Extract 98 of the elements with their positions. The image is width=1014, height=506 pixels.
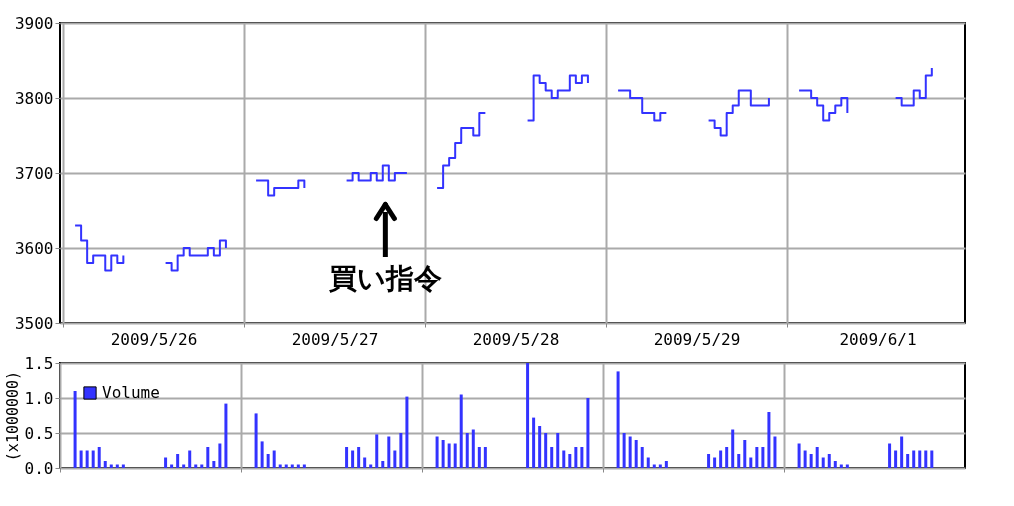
- bar: [749, 457, 753, 468]
- bar: [707, 454, 711, 468]
- bar: [586, 398, 590, 468]
- bar: [405, 396, 409, 468]
- x-tick-label: 2009/6/1: [839, 329, 917, 349]
- bar: [103, 461, 107, 468]
- bar: [399, 433, 403, 468]
- bar: [85, 450, 89, 468]
- bar: [930, 450, 934, 468]
- y-tick-label: 1.5: [24, 353, 54, 373]
- bar: [664, 461, 668, 468]
- bar: [767, 412, 771, 468]
- bar: [218, 443, 222, 468]
- bar: [918, 450, 922, 468]
- bar: [453, 443, 457, 468]
- x-tick-label: 2009/5/26: [110, 329, 198, 349]
- bar: [725, 447, 729, 468]
- bar: [471, 429, 475, 468]
- bar: [912, 450, 916, 468]
- bar: [827, 454, 831, 468]
- bar: [459, 394, 463, 468]
- bar: [224, 403, 228, 468]
- bar: [900, 436, 904, 468]
- bar: [634, 440, 638, 468]
- bar: [447, 443, 451, 468]
- bar: [562, 450, 566, 468]
- bar: [526, 363, 530, 468]
- bar: [393, 450, 397, 468]
- bar: [731, 429, 735, 468]
- bar: [544, 433, 548, 468]
- y-tick-label: 1.0: [24, 388, 54, 408]
- bar: [894, 450, 898, 468]
- y-tick-label: 3800: [14, 88, 54, 108]
- bar: [833, 461, 837, 468]
- bar: [580, 447, 584, 468]
- y-tick-label: 0.0: [24, 458, 54, 478]
- bar: [719, 450, 723, 468]
- bar: [477, 447, 481, 468]
- y-tick-label: 3500: [14, 313, 54, 333]
- bar: [381, 461, 385, 468]
- bar: [532, 417, 536, 468]
- bar: [91, 450, 95, 468]
- bar: [755, 447, 759, 468]
- bar: [363, 457, 367, 468]
- bar: [743, 440, 747, 468]
- bar: [574, 447, 578, 468]
- bar: [266, 454, 270, 468]
- bar: [646, 457, 650, 468]
- x-tick-label: 2009/5/28: [472, 329, 560, 349]
- bar: [465, 433, 469, 468]
- bar: [254, 413, 258, 468]
- annotation: 買い指令: [328, 261, 442, 295]
- bar: [272, 450, 276, 468]
- y-tick-label: 0.5: [24, 423, 54, 443]
- bar: [906, 454, 910, 468]
- bar: [538, 426, 542, 468]
- bar: [622, 433, 626, 468]
- bar: [803, 450, 807, 468]
- bar: [628, 436, 632, 468]
- bar: [375, 434, 379, 468]
- y-tick-label: 3700: [14, 163, 54, 183]
- bar: [550, 447, 554, 468]
- bar: [387, 436, 391, 468]
- bar: [441, 440, 445, 468]
- bar: [73, 391, 77, 468]
- bar: [888, 443, 892, 468]
- bar: [206, 447, 210, 468]
- bar: [97, 447, 101, 468]
- bar: [79, 450, 83, 468]
- bar: [188, 450, 192, 468]
- bar: [797, 443, 801, 468]
- bar: [212, 461, 216, 468]
- y-tick-label: 3600: [14, 238, 54, 258]
- y-axis-title: (x1000000): [3, 370, 22, 462]
- x-tick-label: 2009/5/27: [291, 329, 379, 349]
- bar: [164, 457, 168, 468]
- bar: [357, 447, 361, 468]
- bar: [713, 457, 717, 468]
- bar: [815, 447, 819, 468]
- bar: [737, 454, 741, 468]
- bar: [483, 447, 487, 468]
- bar: [568, 454, 572, 468]
- legend-label: Volume: [102, 383, 160, 402]
- bar: [809, 454, 813, 468]
- bar: [176, 454, 180, 468]
- y-tick-label: 3900: [14, 13, 54, 33]
- bar: [435, 436, 439, 468]
- bar: [556, 433, 560, 468]
- x-tick-label: 2009/5/29: [653, 329, 741, 349]
- bar: [351, 450, 355, 468]
- bar: [773, 436, 777, 468]
- bar: [761, 447, 765, 468]
- bar: [345, 447, 349, 468]
- bar: [924, 450, 928, 468]
- bar: [640, 447, 644, 468]
- bar: [821, 457, 825, 468]
- bar: [616, 371, 620, 468]
- bar: [260, 441, 264, 468]
